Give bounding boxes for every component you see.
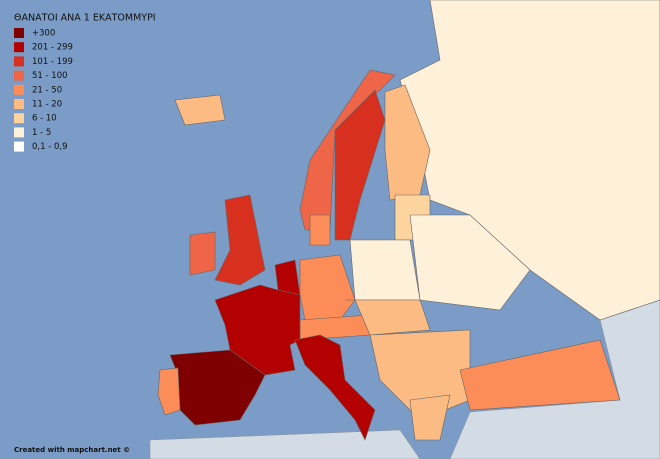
legend-swatch xyxy=(14,127,24,138)
legend-label: 51 - 100 xyxy=(32,71,68,81)
legend-label: 21 - 50 xyxy=(32,85,62,95)
countries xyxy=(149,0,660,459)
central-europe xyxy=(345,299,431,336)
denmark xyxy=(309,214,331,246)
africa xyxy=(149,429,421,459)
legend-swatch xyxy=(14,99,24,109)
legend-label: +300 xyxy=(32,29,55,39)
poland xyxy=(349,239,421,301)
footer: Created with mapchart.net © xyxy=(14,446,130,454)
legend-swatch xyxy=(14,84,24,95)
greece xyxy=(409,394,451,441)
turkey xyxy=(459,339,621,411)
legend-label: 201 - 299 xyxy=(32,43,73,53)
legend-label: 6 - 10 xyxy=(32,114,57,124)
legend-swatch xyxy=(14,70,24,81)
legend: +300 201 - 299 101 - 199 51 - 100 21 - 50 11 … xyxy=(14,28,73,152)
portugal xyxy=(157,367,181,416)
uk xyxy=(214,194,266,286)
sweden xyxy=(334,89,386,241)
legend-label: 11 - 20 xyxy=(32,100,62,110)
france xyxy=(214,284,301,376)
legend-title: ΘΑΝΑΤΟΙ ΑΝΑ 1 ΕΚΑΤΟΜΜΥΡΙ xyxy=(14,13,156,24)
legend-swatch xyxy=(14,113,24,124)
iceland xyxy=(174,94,226,126)
belarus-ukraine xyxy=(409,214,531,311)
legend-swatch xyxy=(14,42,24,53)
legend-swatch xyxy=(14,56,24,67)
legend-label: 0,1 - 0,9 xyxy=(32,142,68,152)
italy xyxy=(294,334,376,441)
legend-swatch xyxy=(14,28,24,38)
legend-label: 101 - 199 xyxy=(32,57,73,67)
legend-label: 1 - 5 xyxy=(32,128,51,138)
ireland xyxy=(189,231,216,276)
legend-swatch xyxy=(14,141,24,152)
